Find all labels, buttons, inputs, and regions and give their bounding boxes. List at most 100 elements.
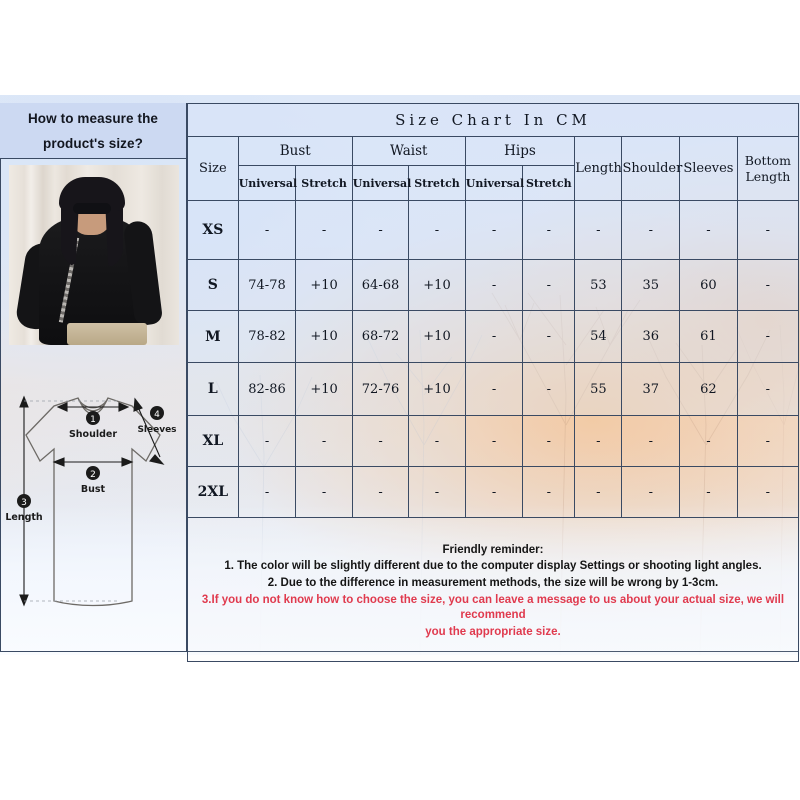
- sunglasses-icon: [73, 203, 111, 214]
- cell-m-sleeves: 61: [679, 310, 738, 363]
- tshirt-diagram-svg: 1 Shoulder 2 Bust: [5, 395, 177, 607]
- table-header-sub-row: Universal Stretch Universal Stretch Univ…: [188, 165, 799, 201]
- table-row: L 82-86 +10 72-76 +10 - - 55 37 62 -: [187, 362, 800, 416]
- cell-s-waist-stretch: +10: [408, 259, 466, 311]
- marker-4-sleeves: [150, 406, 164, 420]
- table-title-row: Size Chart In CM: [187, 103, 799, 137]
- cell-xs-waist-universal: -: [351, 200, 410, 260]
- measure-guide-title-line2: product's size?: [43, 135, 143, 151]
- row-size-xs: XS: [187, 200, 239, 260]
- cell-l-waist-stretch: +10: [408, 362, 466, 416]
- subheader-waist-stretch: Stretch: [408, 165, 466, 201]
- friendly-reminder-line-2: 2. Due to the difference in measurement …: [267, 576, 719, 589]
- cell-l-waist-universal: 72-76: [351, 362, 410, 416]
- marker-4-label: 4: [154, 410, 160, 420]
- cell-s-sleeves: 60: [679, 259, 738, 311]
- table-header-group-row: Size Bust Waist Hips Length Shoulder Sle…: [187, 136, 800, 201]
- cell-2xl-bottom-length: -: [736, 466, 800, 518]
- header-bottom-length-line2: Length: [745, 168, 791, 184]
- table-row: M 78-82 +10 68-72 +10 - - 54 36 61 -: [187, 310, 800, 363]
- cell-xs-hips-stretch: -: [522, 200, 576, 260]
- cell-l-length: 55: [574, 362, 623, 416]
- size-chart-table-wrapper: Size Chart In CM Size Bust Waist Hips Le…: [187, 103, 800, 662]
- cell-xl-waist-universal: -: [351, 415, 410, 467]
- marker-2-bust: [86, 466, 100, 480]
- cell-xl-bust-stretch: -: [295, 415, 353, 467]
- size-chart-table: Size Chart In CM Size Bust Waist Hips Le…: [187, 103, 800, 662]
- marker-3-length: [17, 494, 31, 508]
- cell-l-shoulder: 37: [621, 362, 681, 416]
- friendly-reminder-title: Friendly reminder:: [442, 543, 544, 556]
- model-photo: [9, 165, 179, 345]
- cell-xl-waist-stretch: -: [408, 415, 466, 467]
- cell-m-waist-universal: 68-72: [351, 310, 410, 363]
- model-belt: [67, 323, 147, 345]
- cell-2xl-bust-universal: -: [237, 466, 297, 518]
- cell-m-waist-stretch: +10: [408, 310, 466, 363]
- cell-2xl-length: -: [574, 466, 623, 518]
- header-shoulder: Shoulder: [621, 136, 682, 201]
- cell-2xl-waist-universal: -: [351, 466, 410, 518]
- cell-xs-bust-universal: -: [237, 200, 297, 260]
- label-length: Length: [5, 512, 43, 523]
- header-bust: Bust: [237, 136, 353, 166]
- marker-3-label: 3: [21, 498, 27, 508]
- cell-l-sleeves: 62: [679, 362, 738, 416]
- cell-l-bottom-length: -: [736, 362, 800, 416]
- cell-m-bust-universal: 78-82: [237, 310, 297, 363]
- table-row: XS - - - - - - - - - -: [187, 200, 800, 260]
- label-bust: Bust: [81, 484, 106, 495]
- cell-xs-shoulder: -: [621, 200, 681, 260]
- cell-2xl-sleeves: -: [679, 466, 738, 518]
- cell-xl-bust-universal: -: [237, 415, 297, 467]
- cell-s-hips-stretch: -: [522, 259, 576, 311]
- friendly-reminder-line-3: 3.If you do not know how to choose the s…: [201, 594, 785, 621]
- cell-m-hips-universal: -: [464, 310, 524, 363]
- label-shoulder: Shoulder: [69, 429, 117, 440]
- cell-l-bust-universal: 82-86: [237, 362, 297, 416]
- header-sleeves: Sleeves: [679, 136, 738, 201]
- cell-xs-length: -: [574, 200, 623, 260]
- friendly-reminder-line-4: you the appropriate size.: [425, 626, 561, 639]
- cell-s-bust-universal: 74-78: [237, 259, 297, 311]
- cell-s-shoulder: 35: [621, 259, 681, 311]
- cell-s-bottom-length: -: [736, 259, 800, 311]
- row-size-m: M: [187, 310, 239, 363]
- cell-l-bust-stretch: +10: [295, 362, 353, 416]
- header-hips: Hips: [464, 136, 576, 166]
- cell-s-waist-universal: 64-68: [351, 259, 410, 311]
- cell-l-hips-universal: -: [464, 362, 524, 416]
- cell-xs-bust-stretch: -: [295, 200, 353, 260]
- subheader-bust-universal: Universal: [237, 165, 297, 201]
- row-size-xl: XL: [187, 415, 239, 467]
- measure-guide-panel: How to measure the product's size?: [0, 103, 187, 652]
- marker-1-label: 1: [90, 415, 96, 425]
- cell-xl-shoulder: -: [621, 415, 681, 467]
- measure-guide-title: How to measure the product's size?: [0, 103, 186, 159]
- cell-2xl-bust-stretch: -: [295, 466, 353, 518]
- table-row: XL - - - - - - - - - -: [187, 415, 800, 467]
- cell-s-hips-universal: -: [464, 259, 524, 311]
- subheader-waist-universal: Universal: [351, 165, 411, 201]
- cell-s-bust-stretch: +10: [295, 259, 353, 311]
- cell-m-bust-stretch: +10: [295, 310, 353, 363]
- cell-s-length: 53: [574, 259, 623, 311]
- table-row: 2XL - - - - - - - - - -: [187, 466, 800, 518]
- header-waist: Waist: [351, 136, 466, 166]
- cell-xl-hips-universal: -: [464, 415, 524, 467]
- cell-xl-length: -: [574, 415, 623, 467]
- marker-1-shoulder: [86, 411, 100, 425]
- cell-xs-waist-stretch: -: [408, 200, 466, 260]
- cell-xs-bottom-length: -: [736, 200, 800, 260]
- header-bottom-length-line1: Bottom: [744, 152, 791, 168]
- header-size: Size: [187, 136, 239, 201]
- cell-xl-hips-stretch: -: [522, 415, 576, 467]
- cell-2xl-hips-stretch: -: [522, 466, 576, 518]
- cell-xl-sleeves: -: [679, 415, 738, 467]
- header-bottom-length: Bottom Length: [736, 136, 800, 201]
- label-sleeves: Sleeves: [137, 425, 176, 435]
- cell-m-length: 54: [574, 310, 623, 363]
- cell-xs-sleeves: -: [679, 200, 738, 260]
- table-row: S 74-78 +10 64-68 +10 - - 53 35 60 -: [187, 259, 800, 311]
